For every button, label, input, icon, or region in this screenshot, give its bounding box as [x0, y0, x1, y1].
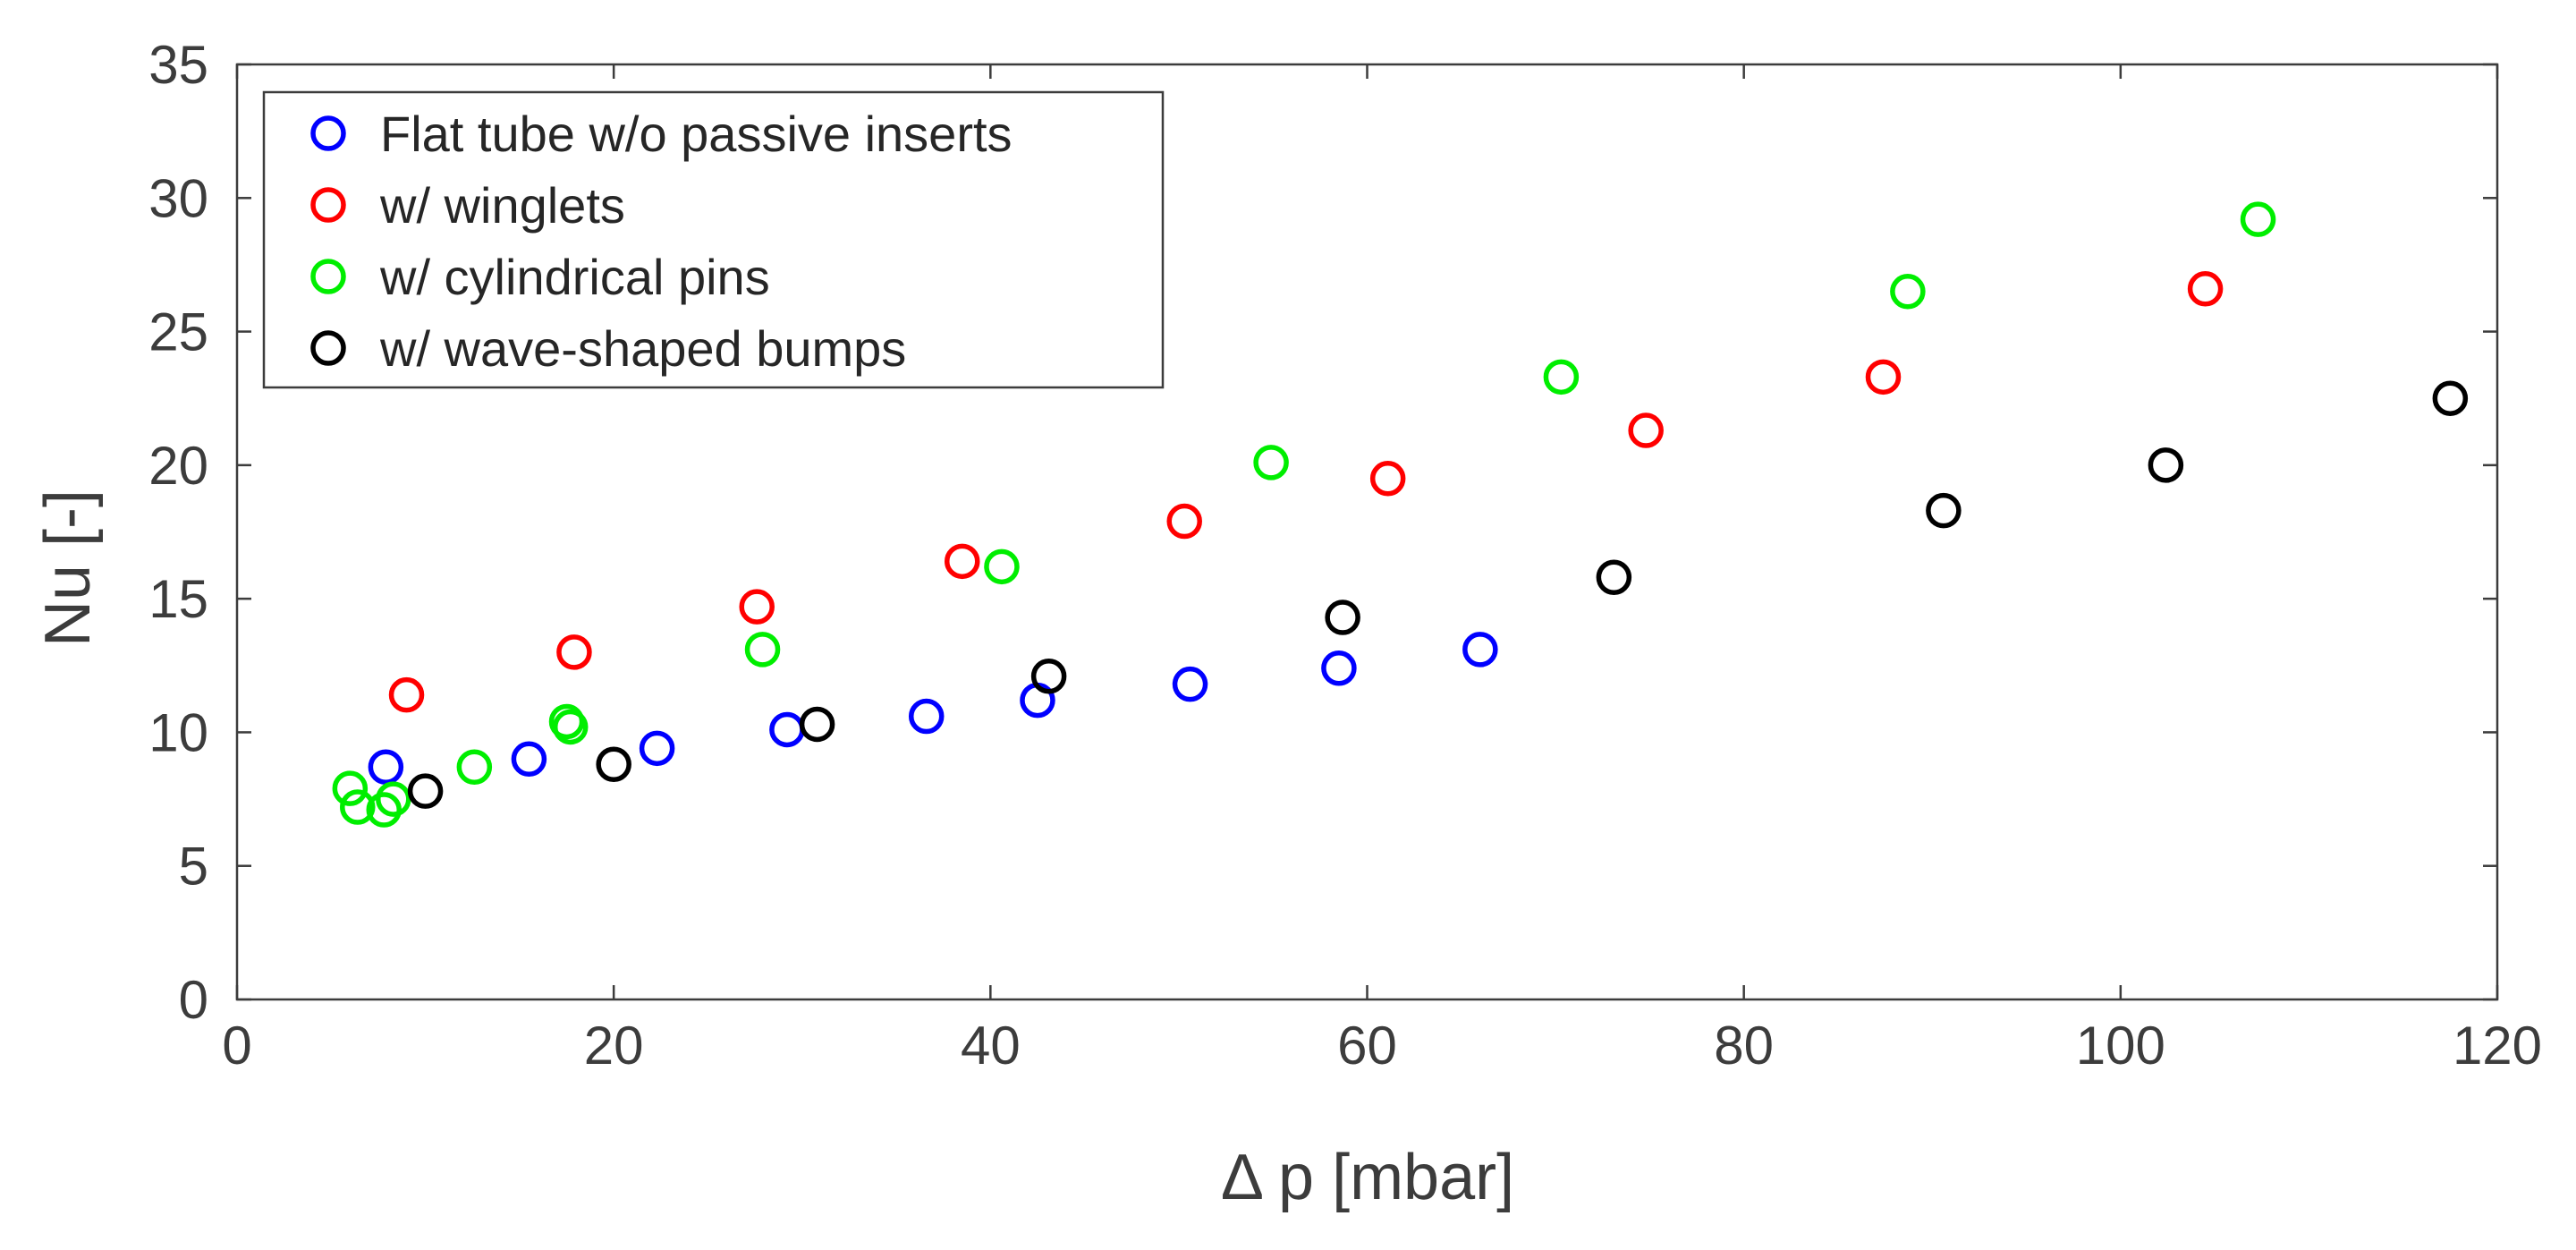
x-tick-label: 20 — [584, 1016, 644, 1076]
data-point — [799, 706, 835, 743]
y-tick-label: 5 — [179, 837, 208, 897]
legend-label: w/ wave-shaped bumps — [379, 320, 906, 377]
legend-marker — [310, 259, 346, 294]
data-point — [908, 698, 945, 735]
legend-box — [262, 90, 1165, 389]
axes — [235, 63, 2499, 1001]
x-tick-label: 40 — [961, 1016, 1021, 1076]
data-point — [407, 773, 444, 809]
x-tick-label: 120 — [2453, 1016, 2542, 1076]
legend-marker — [310, 115, 346, 151]
series-2 — [332, 201, 2276, 828]
data-point — [2148, 447, 2184, 483]
data-point — [1926, 492, 1962, 529]
data-point — [1321, 651, 1357, 686]
data-point — [769, 711, 805, 748]
legend: Flat tube w/o passive inserts w/ winglets… — [262, 90, 1165, 389]
data-point — [2432, 380, 2469, 416]
data-point — [340, 789, 376, 825]
series-1 — [388, 271, 2224, 713]
y-tick-label: 0 — [179, 970, 208, 1030]
y-tick-label: 30 — [148, 168, 208, 228]
y-tick-label: 10 — [148, 702, 208, 762]
y-tick-label: 15 — [148, 569, 208, 629]
data-point — [456, 749, 493, 785]
data-point — [366, 792, 402, 828]
data-point — [332, 770, 369, 806]
legend-label: Flat tube w/o passive inserts — [380, 106, 1013, 162]
series-0 — [368, 632, 1498, 785]
y-tick-label: 20 — [148, 436, 208, 496]
data-point — [1596, 559, 1632, 596]
data-point — [388, 676, 425, 713]
data-point — [984, 548, 1020, 585]
data-point — [1369, 461, 1406, 497]
legend-marker — [310, 330, 346, 366]
data-point — [1865, 359, 1902, 395]
legend-label: w/ winglets — [379, 177, 625, 234]
data-point — [1166, 503, 1202, 540]
x-tick-label: 100 — [2076, 1016, 2165, 1076]
data-point — [1253, 445, 1289, 480]
data-point — [368, 749, 404, 785]
legend-label: w/ cylindrical pins — [379, 249, 770, 305]
data-point — [376, 781, 411, 817]
legend-marker — [310, 187, 346, 223]
data-point — [548, 703, 585, 740]
x-axis-label: Δ p [mbar] — [1221, 1142, 1514, 1213]
data-point — [739, 589, 775, 625]
y-tick-label: 35 — [148, 35, 208, 95]
data-point — [2187, 271, 2224, 307]
data-point — [1325, 599, 1360, 635]
x-tick-label: 0 — [222, 1016, 251, 1076]
x-tick-label: 80 — [1714, 1016, 1774, 1076]
data-point — [1628, 412, 1664, 448]
data-point — [1543, 359, 1580, 395]
data-point — [1890, 274, 1926, 310]
series-3 — [407, 380, 2469, 809]
data-point — [1462, 632, 1498, 668]
data-points — [332, 201, 2469, 828]
data-point — [511, 741, 547, 778]
data-point — [2240, 201, 2276, 237]
x-tick-label: 60 — [1337, 1016, 1397, 1076]
data-point — [1172, 666, 1208, 702]
data-point — [944, 543, 980, 580]
data-point — [639, 730, 675, 767]
data-point — [1030, 658, 1067, 694]
y-axis-label: Nu [-] — [32, 489, 104, 647]
data-point — [556, 634, 592, 670]
data-point — [552, 709, 589, 745]
tick-labels: 0 20 40 60 80 100 120 0 5 10 15 20 25 30 35 — [148, 35, 2542, 1076]
y-tick-label: 25 — [148, 302, 208, 362]
data-point — [596, 746, 631, 783]
data-point — [744, 632, 781, 668]
